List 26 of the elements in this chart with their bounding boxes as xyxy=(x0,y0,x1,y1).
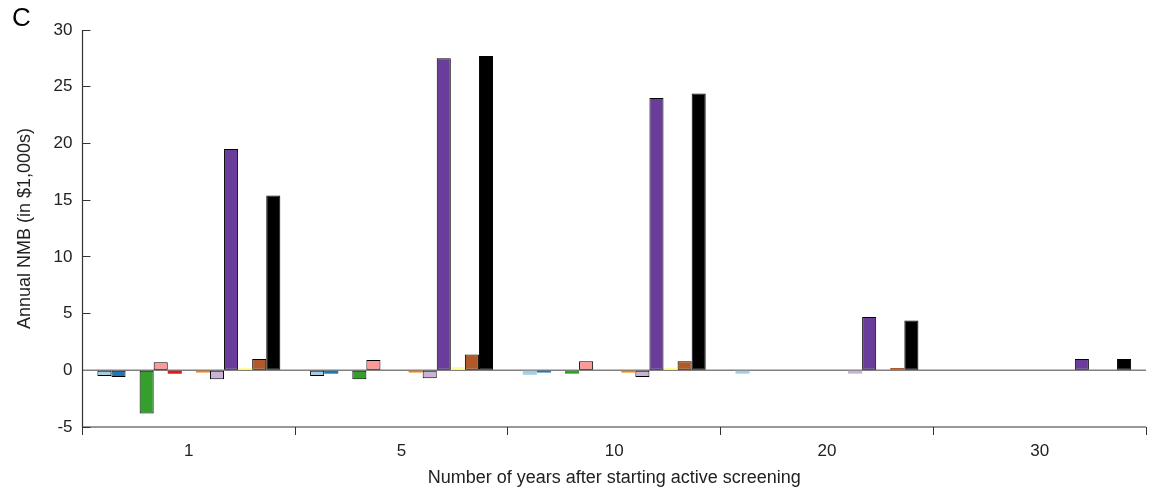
y-tick-label: 25 xyxy=(53,76,73,96)
y-tick-label: 0 xyxy=(63,359,73,379)
x-axis-title: Number of years after starting active screening xyxy=(427,467,801,488)
bar xyxy=(691,93,706,370)
y-tick-label: 30 xyxy=(53,19,73,39)
y-tick-label: 5 xyxy=(63,303,73,323)
bar xyxy=(565,370,580,374)
x-tick-label: 10 xyxy=(604,440,624,460)
x-tick-label: 30 xyxy=(1030,440,1050,460)
y-tick-label: 20 xyxy=(53,133,73,153)
bar xyxy=(904,320,919,370)
x-tick-label: 1 xyxy=(184,440,194,460)
bar xyxy=(735,370,750,374)
bar xyxy=(167,370,182,374)
bar xyxy=(324,370,339,374)
bar xyxy=(450,366,465,370)
bar xyxy=(478,56,494,370)
y-tick-label: -5 xyxy=(57,416,73,436)
y-tick-label: 10 xyxy=(53,246,73,266)
bar xyxy=(522,370,537,375)
x-tick-label: 5 xyxy=(396,440,407,460)
y-axis-title: Annual NMB (in $1,000s) xyxy=(13,127,34,330)
y-tick-label: 15 xyxy=(53,189,73,209)
x-tick-label: 20 xyxy=(817,440,837,460)
bar xyxy=(848,370,863,374)
text: C xyxy=(12,2,31,33)
